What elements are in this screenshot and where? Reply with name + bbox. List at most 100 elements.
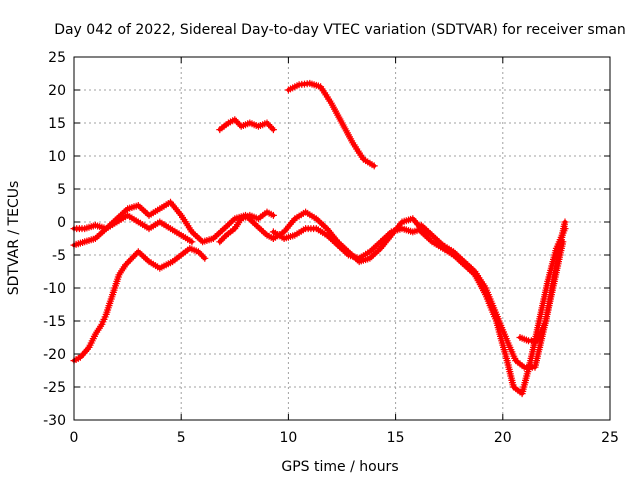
data-point <box>282 236 286 241</box>
data-point <box>430 233 434 237</box>
data-point <box>518 335 522 340</box>
data-point <box>462 259 467 264</box>
data-point <box>130 256 134 261</box>
series-track-f <box>216 116 277 134</box>
data-point <box>522 365 526 370</box>
data-point <box>168 226 173 231</box>
data-point <box>411 216 415 221</box>
data-point <box>441 243 445 247</box>
y-axis-label: SDTVAR / TECUs <box>6 181 22 296</box>
data-point <box>494 312 499 317</box>
data-point <box>123 263 128 267</box>
data-point <box>318 84 323 89</box>
data-point <box>308 81 312 86</box>
data-point <box>350 141 355 145</box>
data-point <box>400 226 404 231</box>
data-point <box>104 312 108 317</box>
data-point <box>505 339 509 343</box>
data-point <box>361 157 366 162</box>
data-point <box>136 220 141 224</box>
data-point <box>164 263 168 267</box>
data-point <box>93 223 98 228</box>
data-point <box>179 253 183 257</box>
data-point <box>325 226 329 231</box>
data-point <box>265 121 269 125</box>
chart-title: Day 042 of 2022, Sidereal Day-to-day VTE… <box>54 22 626 38</box>
data-point <box>561 240 565 244</box>
data-point <box>82 226 87 231</box>
data-point <box>282 230 286 234</box>
data-point <box>115 220 119 224</box>
data-point <box>451 249 456 254</box>
data-point <box>200 240 205 244</box>
data-point <box>170 259 175 264</box>
data-point <box>112 286 117 290</box>
data-point <box>271 213 276 218</box>
data-point <box>265 233 269 237</box>
data-point <box>188 246 192 251</box>
data-point <box>226 121 231 125</box>
data-point <box>368 256 372 261</box>
data-point <box>78 355 83 360</box>
series-track-b <box>70 198 217 249</box>
data-point <box>239 124 243 129</box>
data-point <box>297 82 301 87</box>
data-point <box>533 365 537 370</box>
data-point <box>535 339 539 343</box>
data-point <box>147 226 151 231</box>
data-point <box>218 240 222 244</box>
ticks: -30 -25 -20 -15 -10 -5 0 5 10 15 20 25 0 5 10 15 20 25 <box>43 50 619 446</box>
data-point <box>158 220 162 224</box>
data-point <box>325 233 329 237</box>
data-point <box>125 207 130 211</box>
x-tick-label: 10 <box>279 430 297 446</box>
data-point <box>537 319 541 323</box>
y-tick-label: 25 <box>48 50 66 66</box>
data-point <box>473 269 477 274</box>
data-point <box>147 259 151 264</box>
data-point <box>293 233 297 237</box>
data-point <box>108 299 113 304</box>
data-point <box>256 216 261 221</box>
data-point <box>100 322 104 327</box>
data-point <box>147 213 151 218</box>
data-point <box>430 240 434 244</box>
data-point <box>224 233 228 237</box>
data-point <box>286 88 291 92</box>
data-point <box>372 164 377 168</box>
data-point <box>411 230 415 234</box>
data-point <box>117 273 121 277</box>
series-markers <box>284 79 378 170</box>
data-point <box>293 216 297 221</box>
data-point <box>254 223 258 228</box>
y-tick-label: 15 <box>48 116 66 132</box>
data-point <box>136 249 141 254</box>
data-point <box>419 230 424 234</box>
data-point <box>256 124 261 129</box>
y-tick-label: 5 <box>57 182 66 198</box>
x-tick-label: 5 <box>177 430 186 446</box>
data-point <box>357 259 362 264</box>
x-axis-label: GPS time / hours <box>281 459 398 475</box>
data-point <box>218 127 222 132</box>
data-point <box>243 213 248 218</box>
data-point <box>483 286 488 290</box>
data-point <box>104 226 108 231</box>
y-tick-label: -30 <box>43 413 66 429</box>
data-point <box>511 385 516 389</box>
data-point <box>400 220 404 224</box>
series-track-g <box>284 79 378 170</box>
data-point <box>340 121 344 125</box>
data-point <box>505 358 509 363</box>
data-point <box>190 230 194 234</box>
data-point <box>82 240 87 244</box>
data-point <box>271 236 276 241</box>
series-markers <box>216 116 277 134</box>
data-point <box>179 233 183 237</box>
data-point <box>265 210 269 214</box>
data-point <box>528 358 533 363</box>
data-point <box>168 200 173 204</box>
x-tick-label: 20 <box>494 430 512 446</box>
data-point <box>303 226 308 231</box>
